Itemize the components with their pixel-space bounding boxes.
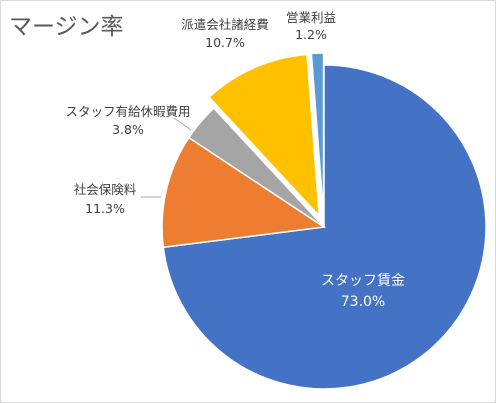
pie-slice-2 bbox=[187, 107, 325, 228]
leader-line-2 bbox=[173, 117, 192, 131]
slice-name-label-2: スタッフ有給休暇費用 bbox=[65, 104, 190, 119]
slice-name-label-1: 社会保険料 bbox=[74, 182, 137, 197]
pie-slice-4 bbox=[310, 52, 325, 216]
slice-value-label-2: 3.8% bbox=[112, 122, 144, 137]
slice-value-label-1: 11.3% bbox=[85, 201, 125, 216]
slice-name-label-3: 派遣会社諸経費 bbox=[181, 17, 269, 32]
slice-value-label-4: 1.2% bbox=[295, 27, 327, 42]
slice-name-label-0: スタッフ賃金 bbox=[321, 273, 405, 289]
slice-name-label-4: 営業利益 bbox=[286, 10, 336, 25]
pie-slice-1 bbox=[161, 136, 327, 249]
chart-title: マージン率 bbox=[9, 14, 124, 40]
slice-value-label-3: 10.7% bbox=[205, 35, 245, 50]
pie-slice-3 bbox=[207, 53, 321, 219]
slice-value-label-0: 73.0% bbox=[341, 294, 385, 310]
